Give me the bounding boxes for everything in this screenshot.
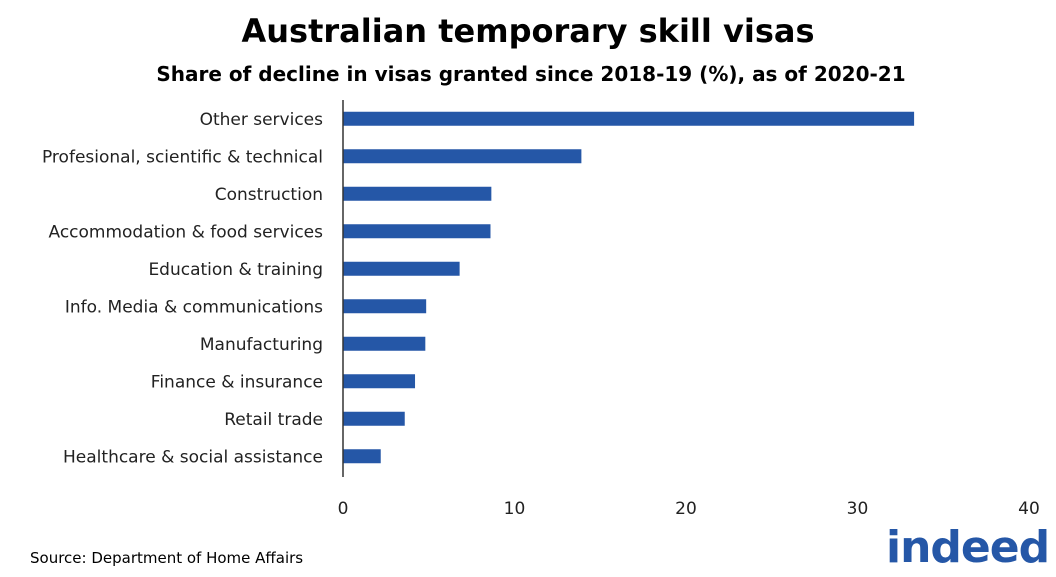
chart-title: Australian temporary skill visas [241, 12, 815, 50]
bar [343, 186, 492, 201]
category-label: Healthcare & social assistance [63, 447, 323, 467]
bar [343, 111, 915, 126]
bar [343, 224, 491, 239]
x-tick-label: 30 [847, 499, 869, 519]
category-label: Other services [200, 110, 324, 130]
x-tick-label: 40 [1018, 499, 1040, 519]
category-label: Education & training [148, 260, 323, 280]
category-label: Profesional, scientific & technical [42, 147, 323, 167]
category-label: Manufacturing [200, 335, 323, 355]
category-label: Retail trade [224, 410, 323, 430]
bar [343, 449, 381, 464]
bar [343, 261, 460, 276]
category-label: Info. Media & communications [65, 297, 323, 317]
category-label: Accommodation & food services [48, 222, 323, 242]
x-tick-label: 10 [504, 499, 526, 519]
bar [343, 149, 582, 164]
indeed-logo: indeed [886, 522, 1050, 573]
bar [343, 374, 416, 389]
bar [343, 336, 426, 351]
bar [343, 299, 427, 314]
category-label: Construction [215, 185, 323, 205]
source-note: Source: Department of Home Affairs [30, 549, 304, 567]
category-label: Finance & insurance [151, 372, 323, 392]
x-tick-label: 20 [675, 499, 697, 519]
chart-subtitle: Share of decline in visas granted since … [156, 62, 906, 86]
bar [343, 411, 405, 426]
x-tick-label: 0 [338, 499, 349, 519]
